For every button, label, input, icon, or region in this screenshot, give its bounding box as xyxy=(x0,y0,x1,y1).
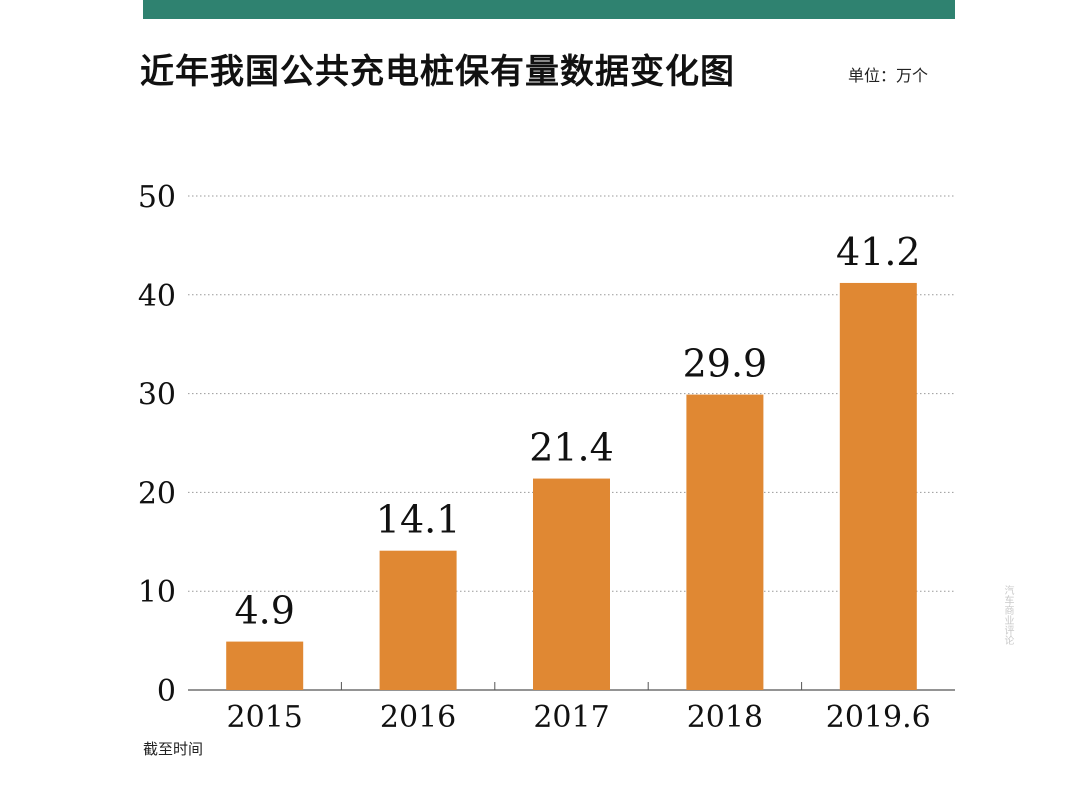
data-label: 14.1 xyxy=(376,498,461,542)
x-tick-label: 2015 xyxy=(227,700,303,735)
y-tick-label: 50 xyxy=(138,180,176,215)
x-tick-label: 2019.6 xyxy=(826,700,931,735)
data-labels: 4.9 14.1 21.4 29.9 41.2 xyxy=(234,230,920,633)
y-tick-label: 40 xyxy=(138,279,176,314)
bar-2017 xyxy=(533,478,610,690)
y-tick-label: 0 xyxy=(157,674,176,709)
bar-2015 xyxy=(226,641,304,690)
bar-2018 xyxy=(686,394,764,690)
watermark-logo: 汽车商业评论 xyxy=(1000,585,1040,695)
bars xyxy=(226,282,917,690)
x-axis-note: 截至时间 xyxy=(143,740,204,758)
x-tick-label: 2018 xyxy=(687,700,763,735)
x-tick-label: 2017 xyxy=(533,700,609,735)
data-label: 29.9 xyxy=(683,342,768,386)
data-label: 21.4 xyxy=(529,426,614,470)
y-tick-label: 30 xyxy=(138,378,176,413)
x-tick-label: 2016 xyxy=(380,700,456,735)
y-tick-label: 10 xyxy=(138,575,176,610)
watermark-text: 汽车商业评论 xyxy=(1002,585,1013,645)
unit-label: 单位：万个 xyxy=(848,66,929,85)
x-axis-ticks: 2015 2016 2017 2018 2019.6 xyxy=(227,682,931,735)
y-tick-label: 20 xyxy=(138,476,176,511)
y-axis-ticks: 0 10 20 30 40 50 xyxy=(138,180,176,709)
top-color-band xyxy=(143,0,955,19)
data-label: 4.9 xyxy=(234,589,294,633)
data-label: 41.2 xyxy=(836,230,921,274)
bar-2019.6 xyxy=(839,282,917,690)
chart-title: 近年我国公共充电桩保有量数据变化图 xyxy=(140,52,735,92)
bar-2016 xyxy=(379,550,457,690)
